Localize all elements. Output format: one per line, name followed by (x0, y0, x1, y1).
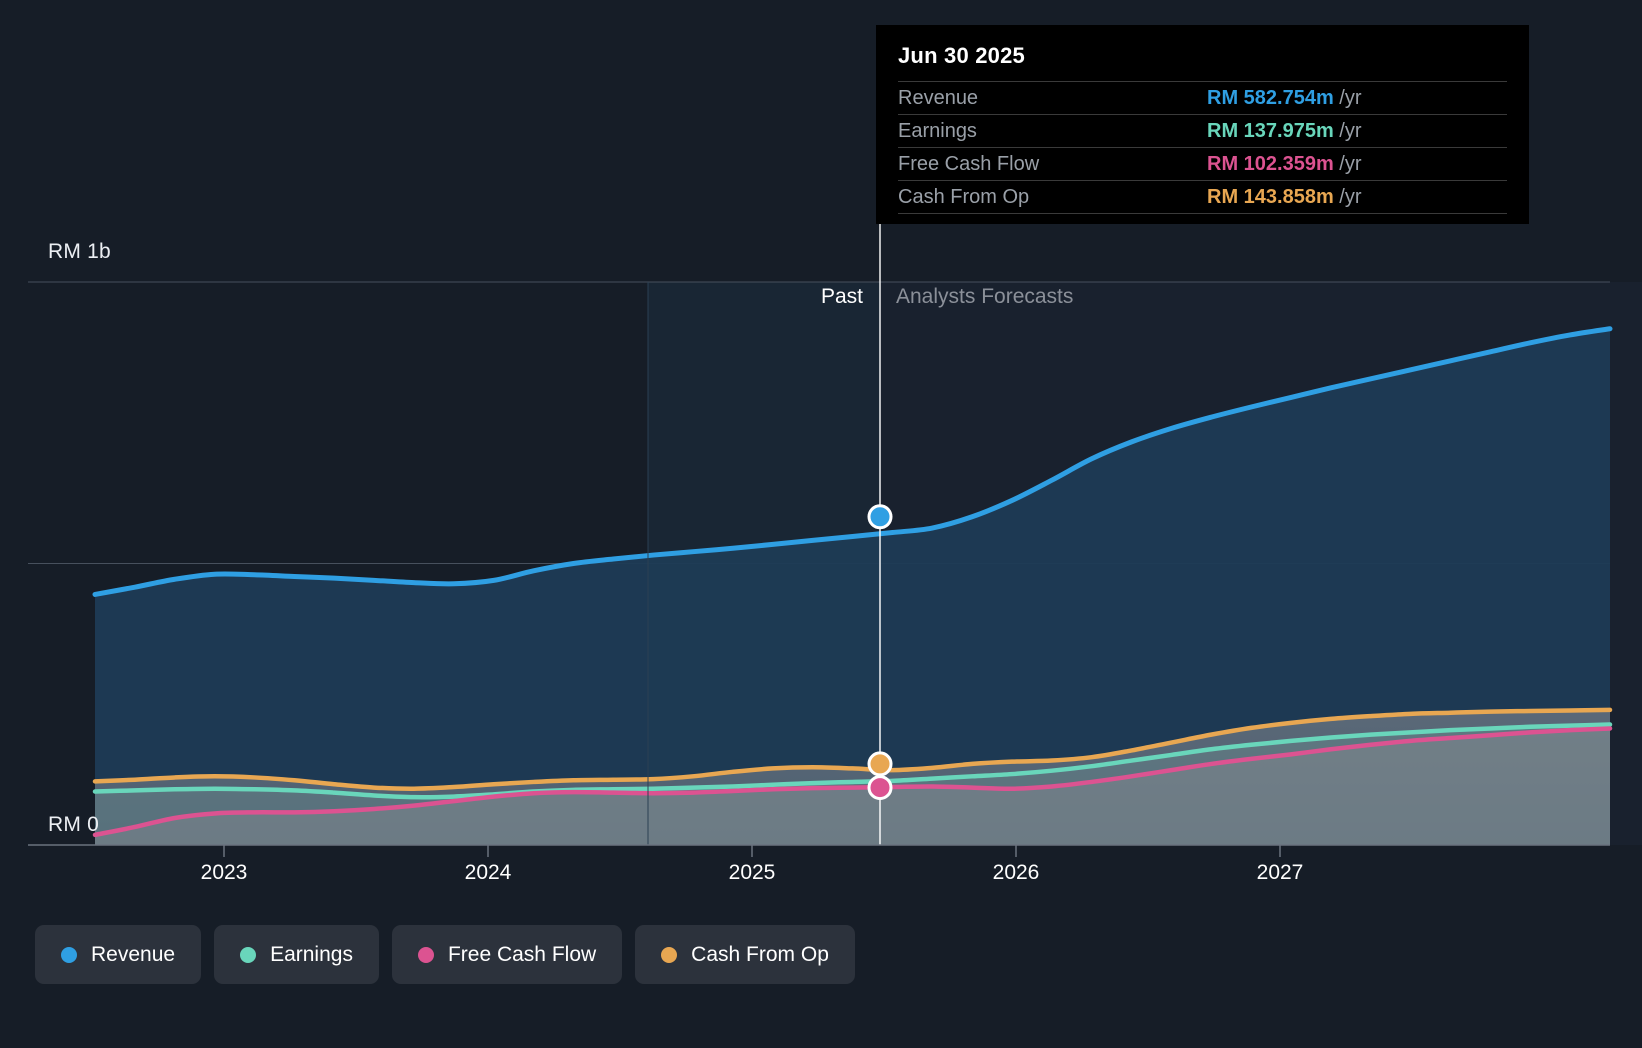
tooltip-metric-label: Cash From Op (898, 185, 1030, 208)
cash-from-op-line (92, 707, 1613, 791)
x-tick-2023: 2023 (200, 861, 248, 884)
legend-item-label: Earnings (270, 942, 353, 966)
tooltip-metric-unit: /yr (1333, 86, 1362, 109)
tooltip-metric-value: RM 143.858m (1207, 185, 1334, 208)
tooltip-metric-unit: /yr (1333, 119, 1362, 142)
past-label: Past (820, 285, 863, 308)
earnings-line (92, 722, 1613, 800)
tooltip-row: Earnings RM 137.975m /yr (898, 114, 1507, 147)
legend-color-dot-icon (661, 946, 678, 963)
y-axis-label-top: RM 1b (48, 240, 111, 263)
free-cash-flow-line (92, 726, 1613, 838)
x-tick-2027: 2027 (1256, 861, 1304, 884)
tooltip-metric-value: RM 582.754m (1207, 86, 1334, 109)
y-axis-label-bottom: RM 0 (48, 813, 99, 836)
tooltip-rows: Revenue RM 582.754m /yr Earnings RM 137.975… (898, 81, 1507, 214)
revenue-line (92, 326, 1613, 597)
tooltip-row: Cash From Op RM 143.858m /yr (898, 180, 1507, 213)
free-cash-flow-hover-marker (867, 775, 893, 801)
earnings-area (95, 724, 1610, 845)
legend-item-label: Cash From Op (691, 942, 829, 966)
tooltip-metric-value-cell: RM 137.975m /yr (1207, 120, 1507, 143)
tooltip-metric-unit: /yr (1333, 152, 1362, 175)
tooltip-metric-value: RM 137.975m (1207, 119, 1334, 142)
tooltip-metric-value-cell: RM 582.754m /yr (1207, 87, 1507, 110)
legend-item-label: Free Cash Flow (447, 942, 597, 966)
legend-color-dot-icon (240, 946, 257, 963)
tooltip-metric-label: Free Cash Flow (898, 152, 1040, 175)
legend-item-label: Revenue (91, 942, 176, 966)
legend-item-cash-from-op[interactable]: Cash From Op (635, 925, 855, 984)
x-tick-2026: 2026 (992, 861, 1040, 884)
hover-tooltip: Jun 30 2025 Revenue RM 582.754m /yr Earnin… (876, 25, 1529, 224)
tooltip-bottom-rule (898, 213, 1507, 214)
chart-legend[interactable]: Revenue Earnings Free Cash Flow Cash From O… (35, 925, 855, 984)
analysts-forecasts-label: Analysts Forecasts (896, 285, 1074, 308)
legend-item-free-cash-flow[interactable]: Free Cash Flow (391, 925, 623, 984)
free-cash-flow-area (95, 728, 1610, 845)
legend-color-dot-icon (417, 946, 434, 963)
tooltip-row: Free Cash Flow RM 102.359m /yr (898, 147, 1507, 180)
tooltip-date-title: Jun 30 2025 (898, 43, 1025, 68)
legend-color-dot-icon (61, 946, 77, 963)
cash-from-op-area (95, 709, 1610, 845)
revenue-area (95, 328, 1610, 846)
tooltip-metric-label: Revenue (898, 86, 979, 109)
tooltip-metric-unit: /yr (1333, 185, 1362, 208)
x-tick-2024: 2024 (464, 861, 512, 884)
revenue-hover-marker (867, 504, 893, 530)
cash-from-op-hover-marker (867, 751, 893, 777)
tooltip-metric-value-cell: RM 102.359m /yr (1207, 153, 1507, 176)
legend-item-earnings[interactable]: Earnings (214, 925, 379, 984)
x-tick-2025: 2025 (728, 861, 776, 884)
tooltip-metric-value: RM 102.359m (1207, 152, 1334, 175)
tooltip-metric-value-cell: RM 143.858m /yr (1207, 186, 1507, 209)
tooltip-metric-label: Earnings (898, 119, 977, 142)
legend-item-revenue[interactable]: Revenue (35, 925, 202, 984)
tooltip-row: Revenue RM 582.754m /yr (898, 81, 1507, 114)
